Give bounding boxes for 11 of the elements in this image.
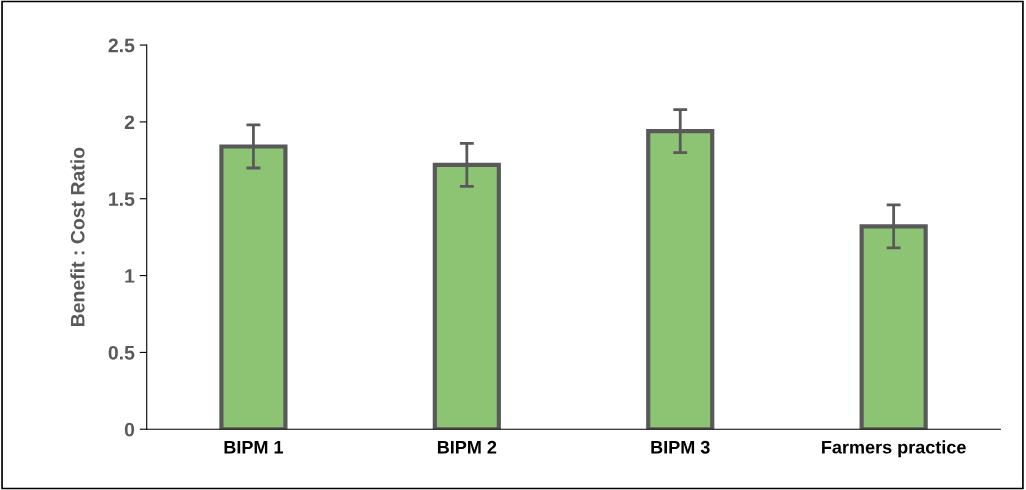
x-tick-label: BIPM 2 (437, 440, 497, 454)
y-axis-title: Benefit : Cost Ratio (70, 147, 85, 327)
y-tick-label: 0.5 (108, 345, 135, 360)
x-tick-label: BIPM 3 (651, 440, 710, 454)
x-tick-label: Farmers practice (822, 440, 966, 458)
y-tick-label: 2 (124, 115, 135, 129)
y-tick-label: 1.5 (109, 192, 135, 206)
x-tick-label: BIPM 1 (224, 441, 284, 454)
y-tick-label: 0 (124, 422, 135, 437)
y-tick-label: 2.5 (108, 38, 135, 53)
y-tick-label: 1 (125, 269, 135, 283)
